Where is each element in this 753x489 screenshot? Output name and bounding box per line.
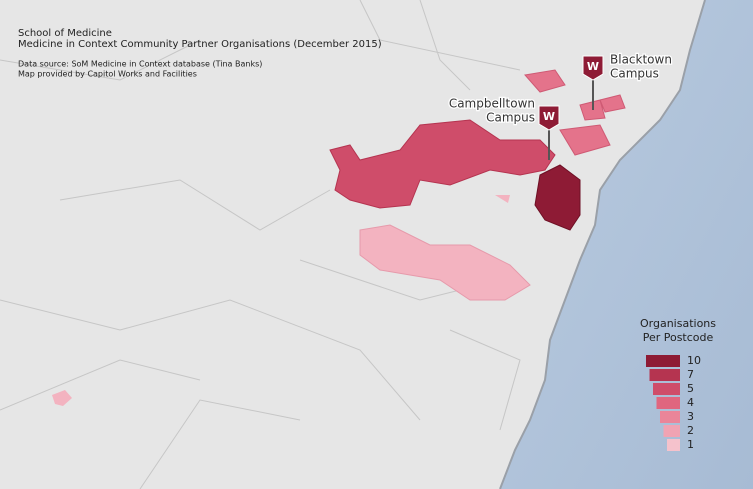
campus-label: Blacktown: [610, 53, 672, 67]
legend-title: Organisations: [640, 317, 716, 330]
legend-label: 1: [687, 438, 694, 451]
region-mid: [524, 69, 626, 156]
campus-label: Campus: [610, 67, 659, 81]
legend-label: 10: [687, 354, 701, 367]
legend-label: 4: [687, 396, 694, 409]
legend-label: 2: [687, 424, 694, 437]
blacktown-marker: W Blacktown Campus: [582, 51, 673, 110]
campus-label: Campbelltown: [449, 97, 535, 111]
legend-swatch: [646, 355, 680, 367]
credit: Map provided by Capitol Works and Facili…: [18, 70, 197, 79]
legend-label: 3: [687, 410, 694, 423]
legend-swatch: [649, 369, 680, 381]
campus-badge: W: [543, 110, 555, 123]
region-low: [359, 224, 531, 301]
campus-badge: W: [587, 60, 599, 73]
legend-swatch: [660, 411, 680, 423]
legend-swatch: [667, 439, 680, 451]
ocean: [500, 0, 753, 489]
campbelltown-marker: W Campbelltown Campus: [448, 95, 560, 160]
source: Data source: SoM Medicine in Context dat…: [18, 60, 262, 69]
legend-title: Per Postcode: [643, 331, 714, 344]
legend-label: 7: [687, 368, 694, 381]
region-top: [534, 164, 581, 231]
legend-swatch: [663, 425, 680, 437]
coastline: [499, 0, 706, 489]
legend-label: 5: [687, 382, 694, 395]
region-high: [329, 119, 556, 209]
legend-swatch: [653, 383, 680, 395]
legend-swatch: [656, 397, 680, 409]
campus-label: Campus: [486, 111, 535, 125]
subtitle: Medicine in Context Community Partner Or…: [18, 39, 382, 50]
title: School of Medicine: [18, 28, 112, 39]
boundaries: [0, 0, 521, 489]
